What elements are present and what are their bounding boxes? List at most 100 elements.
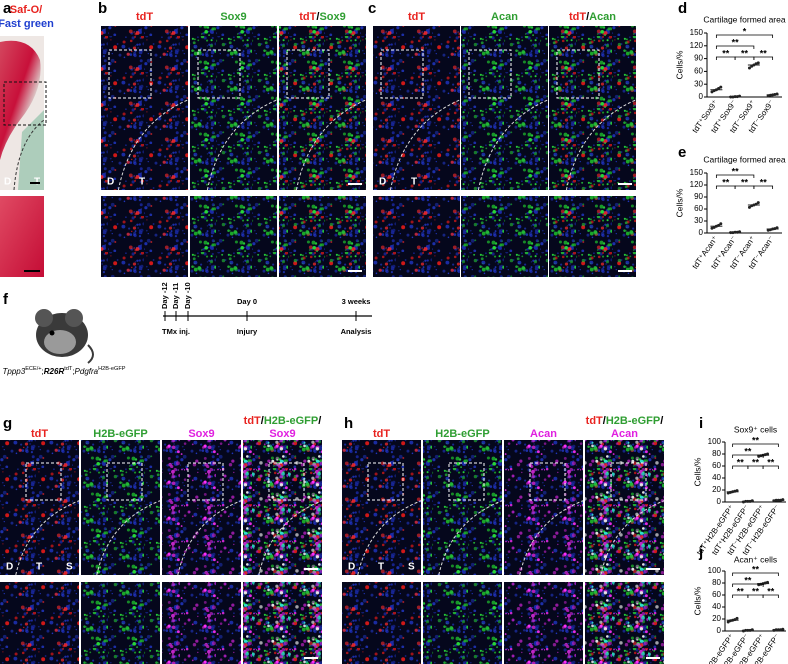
region-label: T xyxy=(378,562,384,573)
image-layer xyxy=(373,26,460,190)
y-axis-label: Cells/% xyxy=(674,188,684,217)
boundary xyxy=(438,500,503,576)
image-layer xyxy=(162,582,241,664)
boundary xyxy=(477,99,549,191)
image-layer xyxy=(243,582,322,664)
image-layer xyxy=(190,26,277,190)
significance-bracket xyxy=(753,185,774,189)
channel-header: Acan xyxy=(530,428,557,440)
significance-label: ** xyxy=(737,586,745,596)
channel-header: tdT xyxy=(136,11,153,23)
roi-box xyxy=(187,462,224,501)
y-tick-label: 0 xyxy=(717,497,722,506)
channel-header-part: Sox9 xyxy=(188,428,214,440)
image-layer xyxy=(373,196,460,277)
channel-header: Sox9 xyxy=(188,428,214,440)
channel-header: Acan xyxy=(611,428,638,440)
boundary xyxy=(357,500,422,576)
image-layer xyxy=(190,196,277,277)
image-layer xyxy=(423,440,502,575)
micrograph xyxy=(504,582,583,664)
boundary xyxy=(565,99,637,191)
genotype-part: ECE/+ xyxy=(25,366,41,372)
boundary xyxy=(519,500,584,576)
data-point xyxy=(726,620,730,624)
image-layer xyxy=(549,196,636,277)
significance-bracket xyxy=(715,34,774,38)
significance-label: ** xyxy=(744,446,752,456)
channel-header-part: H2B-eGFP xyxy=(435,428,489,440)
significance-bracket xyxy=(715,45,755,49)
y-axis-label: Cells/% xyxy=(692,457,702,486)
channel-header-part: / xyxy=(603,415,606,427)
roi-box xyxy=(610,462,647,501)
y-tick-label: 60 xyxy=(712,590,721,599)
roi-box xyxy=(468,49,512,99)
channel-header: H2B-eGFP xyxy=(435,428,489,440)
region-label: T xyxy=(139,177,145,188)
chart-title: Sox9⁺ cells xyxy=(734,424,777,434)
channel-header-part: tdT xyxy=(299,11,316,23)
data-point xyxy=(776,498,780,502)
data-point xyxy=(717,86,721,90)
y-axis-label: Cells/% xyxy=(674,50,684,79)
panel-label: f xyxy=(3,291,9,308)
data-point xyxy=(750,628,754,632)
y-tick-label: 60 xyxy=(712,461,721,470)
data-point xyxy=(775,92,779,96)
micrograph xyxy=(162,440,241,575)
micrograph xyxy=(549,26,636,190)
significance-bracket xyxy=(715,174,755,178)
data-point xyxy=(712,225,716,229)
panel-label: a xyxy=(3,0,12,17)
channel-header: tdT xyxy=(31,428,48,440)
significance-label: ** xyxy=(722,48,730,58)
channel-header-part: tdT xyxy=(373,428,390,440)
data-point xyxy=(717,223,721,227)
boundary xyxy=(96,500,161,576)
data-point xyxy=(766,452,770,456)
channel-header-part: tdT xyxy=(408,11,425,23)
data-point xyxy=(735,489,739,493)
y-tick-label: 40 xyxy=(712,602,721,611)
micrograph xyxy=(81,582,160,664)
image-layer xyxy=(585,440,664,575)
data-point xyxy=(729,231,733,235)
significance-label: ** xyxy=(760,48,768,58)
chart-title: Acan⁺ cells xyxy=(734,554,777,564)
genotype-part: Pdgfra xyxy=(75,367,99,376)
micrograph xyxy=(243,582,322,664)
timepoint-label: Day -12 xyxy=(160,282,169,309)
y-tick-label: 20 xyxy=(712,614,721,623)
event-label: Analysis xyxy=(341,327,372,336)
y-tick-label: 100 xyxy=(708,437,722,446)
significance-bracket xyxy=(732,583,764,587)
channel-header-part: Acan xyxy=(530,428,557,440)
data-point xyxy=(750,64,754,68)
y-tick-label: 30 xyxy=(694,79,703,88)
micrograph xyxy=(373,196,460,277)
genotype-part: H2B-eGFP xyxy=(98,366,126,372)
data-point xyxy=(750,499,754,503)
region-label: D xyxy=(4,177,11,188)
significance-label: ** xyxy=(722,177,730,187)
roi-box xyxy=(286,49,330,99)
data-point xyxy=(766,580,770,584)
data-point xyxy=(733,95,737,99)
y-tick-label: 30 xyxy=(694,216,703,225)
significance-label: ** xyxy=(732,37,740,47)
boundary xyxy=(13,119,45,191)
image-layer xyxy=(549,26,636,190)
image-layer xyxy=(81,582,160,664)
image-layer xyxy=(162,440,241,575)
micrograph xyxy=(243,440,322,575)
genotype-part: R26R xyxy=(44,367,65,376)
data-point xyxy=(733,230,737,234)
y-tick-label: 120 xyxy=(690,41,704,50)
image-layer xyxy=(461,26,548,190)
boundary xyxy=(600,500,665,576)
significance-bracket xyxy=(753,56,774,60)
micrograph xyxy=(101,26,188,190)
data-point xyxy=(752,63,756,67)
